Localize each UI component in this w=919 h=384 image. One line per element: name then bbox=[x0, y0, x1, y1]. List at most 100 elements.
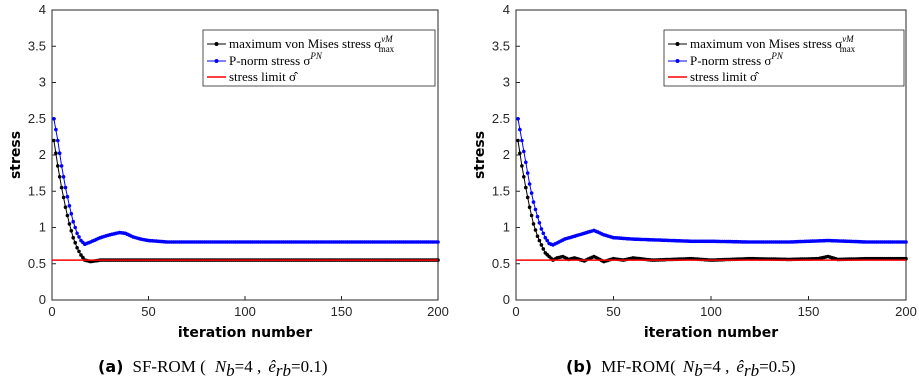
x-tick-label: 50 bbox=[141, 304, 155, 319]
x-tick-label: 0 bbox=[48, 304, 55, 319]
data-point-vm bbox=[77, 249, 81, 254]
chart-panel-b: 0 50 100 150 200 0 0.5 1 1.5 2 2.5 3 3.5 4 stress ite… bbox=[472, 2, 917, 380]
legend-label-vm: maximum von Mises stress σvM max bbox=[690, 34, 856, 54]
y-tick-label: 3.5 bbox=[28, 38, 46, 53]
data-point-vm bbox=[525, 195, 530, 200]
tick-group: 0 50 100 150 200 0 0.5 1 1.5 2 2.5 3 3.5 4 bbox=[28, 2, 449, 319]
legend: maximum von Mises stress σvM max P-norm s… bbox=[663, 29, 905, 87]
data-point-pn bbox=[531, 200, 536, 204]
y-tick-label: 1 bbox=[503, 220, 510, 235]
data-point-pn bbox=[535, 214, 540, 219]
data-point-pn bbox=[527, 182, 532, 186]
x-tick-label: 200 bbox=[427, 304, 449, 319]
y-tick-label: 3.5 bbox=[492, 38, 510, 53]
data-point-vm bbox=[75, 246, 79, 250]
data-point-vm bbox=[59, 185, 64, 190]
data-point-vm bbox=[52, 138, 56, 143]
data-point-pn bbox=[59, 164, 64, 168]
legend-label-vm: maximum von Mises stress σvM max bbox=[229, 34, 395, 54]
data-point-pn bbox=[67, 204, 72, 208]
data-point-pn bbox=[545, 238, 549, 243]
data-point-vm bbox=[518, 151, 522, 155]
x-tick-label: 100 bbox=[700, 304, 722, 319]
data-point-vm bbox=[69, 229, 74, 233]
y-tick-label: 1.5 bbox=[492, 183, 510, 198]
data-point-pn bbox=[541, 231, 546, 236]
y-tick-label: 2.5 bbox=[492, 111, 510, 126]
data-point-vm bbox=[527, 205, 532, 209]
data-point-vm bbox=[73, 240, 77, 245]
x-tick-label: 150 bbox=[798, 304, 820, 319]
legend-marker-pn bbox=[675, 59, 680, 63]
data-point-vm bbox=[520, 164, 524, 168]
data-point-pn bbox=[57, 151, 62, 155]
data-point-vm bbox=[54, 151, 58, 155]
y-tick-label: 2 bbox=[503, 147, 510, 162]
data-point-vm bbox=[531, 222, 536, 226]
data-point-pn bbox=[75, 231, 79, 236]
data-point-vm bbox=[541, 247, 546, 251]
data-point-vm bbox=[537, 238, 542, 243]
data-point-vm bbox=[81, 255, 85, 260]
series-group bbox=[516, 117, 908, 264]
data-point-vm bbox=[533, 228, 538, 232]
x-tick-label: 0 bbox=[512, 304, 519, 319]
x-tick-label: 100 bbox=[234, 304, 256, 319]
data-point-vm bbox=[65, 213, 70, 218]
y-tick-label: 3 bbox=[39, 75, 46, 90]
data-point-pn bbox=[529, 191, 534, 195]
data-point-pn bbox=[520, 138, 524, 143]
tick-group: 0 50 100 150 200 0 0.5 1 1.5 2 2.5 3 3.5 4 bbox=[492, 2, 917, 319]
y-tick-label: 3 bbox=[503, 75, 510, 90]
data-point-pn bbox=[65, 194, 70, 199]
data-point-pn bbox=[533, 207, 538, 212]
data-point-vm bbox=[67, 222, 72, 226]
data-point-pn bbox=[52, 117, 56, 121]
x-axis-label: iteration number bbox=[644, 325, 778, 341]
caption-b: (b) MF-ROM( Nb=4 , êrb=0.5) bbox=[566, 357, 796, 380]
data-point-pn bbox=[436, 240, 440, 244]
y-tick-label: 1.5 bbox=[28, 183, 46, 198]
data-point-vm bbox=[524, 185, 528, 190]
y-axis-label: stress bbox=[472, 131, 488, 179]
data-point-vm bbox=[61, 195, 66, 200]
x-tick-label: 150 bbox=[331, 304, 353, 319]
y-tick-label: 0.5 bbox=[28, 256, 46, 271]
data-point-pn bbox=[516, 117, 520, 121]
y-tick-label: 0.5 bbox=[492, 256, 510, 271]
legend-label-pn: P-norm stress σPN bbox=[690, 51, 784, 68]
data-point-pn bbox=[63, 185, 68, 190]
legend-marker-pn bbox=[214, 59, 219, 63]
legend-label-limit: stress limit σ̂ bbox=[229, 69, 299, 84]
data-point-pn bbox=[522, 149, 526, 154]
data-point-vm bbox=[71, 235, 75, 240]
data-point-pn bbox=[71, 219, 75, 224]
data-point-vm bbox=[522, 175, 526, 179]
y-axis-label: stress bbox=[8, 131, 24, 179]
data-point-pn bbox=[524, 160, 528, 165]
data-point-pn bbox=[73, 225, 77, 230]
legend-marker-vm bbox=[214, 42, 219, 46]
series-group bbox=[52, 117, 440, 264]
y-tick-label: 1 bbox=[39, 220, 46, 235]
data-point-pn bbox=[77, 235, 81, 239]
data-point-pn bbox=[518, 127, 522, 132]
data-point-vm bbox=[63, 205, 68, 209]
legend-label-pn: P-norm stress σPN bbox=[229, 51, 323, 68]
data-point-vm bbox=[535, 234, 540, 238]
legend-box bbox=[663, 29, 905, 87]
y-tick-label: 2.5 bbox=[28, 111, 46, 126]
data-point-pn bbox=[69, 211, 74, 216]
y-tick-label: 2 bbox=[39, 147, 46, 162]
data-point-pn bbox=[61, 175, 66, 179]
legend-marker-vm bbox=[675, 42, 680, 46]
data-point-pn bbox=[539, 227, 544, 231]
chart-panel-a: 0 50 100 150 200 0 0.5 1 1.5 2 2.5 3 3.5 4 stress ite… bbox=[8, 2, 449, 380]
data-point-pn bbox=[543, 235, 548, 240]
data-point-pn bbox=[525, 171, 530, 175]
x-tick-label: 200 bbox=[895, 304, 917, 319]
data-point-pn bbox=[56, 138, 60, 143]
data-point-pn bbox=[54, 127, 58, 132]
y-tick-label: 0 bbox=[503, 292, 510, 307]
